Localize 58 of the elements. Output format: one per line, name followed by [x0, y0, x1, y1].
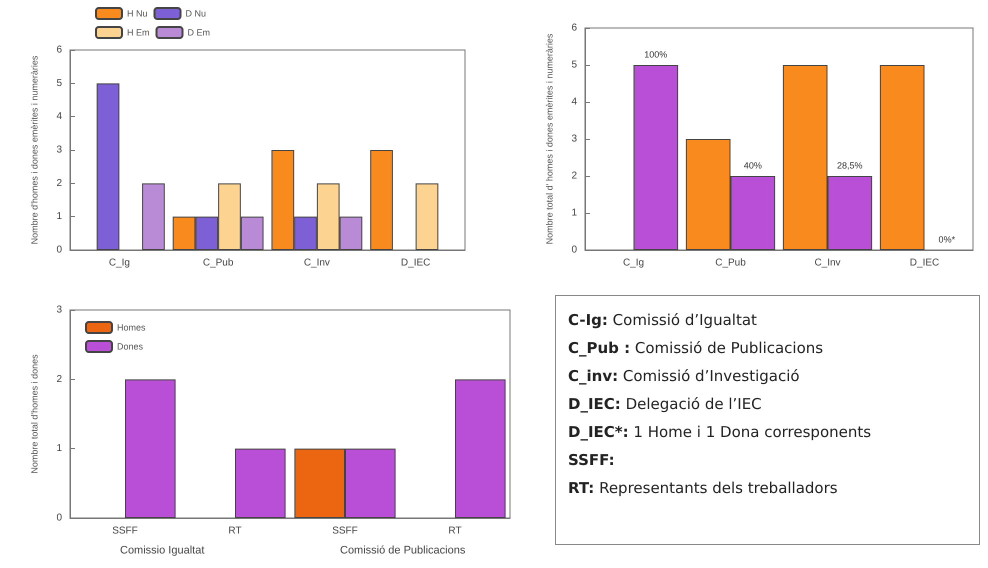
bar: [634, 65, 678, 250]
legend-label: H Nu: [127, 8, 148, 18]
bar: [370, 150, 393, 250]
y-tick-label: 0: [56, 244, 62, 256]
x-tick-label: SSFF: [332, 526, 358, 536]
x-tick-label: C_Pub: [202, 258, 234, 268]
x-tick-label: C_Pub: [715, 258, 746, 268]
y-tick-label: 6: [56, 44, 62, 56]
legend-label: D Nu: [186, 8, 206, 18]
x-tick-label: RT: [448, 526, 462, 536]
legend-label: Homes: [117, 322, 146, 332]
y-tick-label: 5: [571, 60, 578, 70]
y-tick-label: 2: [56, 374, 62, 385]
y-axis-title: Nombre total d' homes i dones emèrites i numeràries: [544, 33, 554, 244]
text: SSFF:: [568, 451, 615, 469]
x-tick-label: C_Inv: [304, 258, 330, 268]
y-tick-label: 2: [571, 170, 578, 182]
x-tick-label: D_IEC: [400, 258, 430, 268]
x-tick-label: D_IEC: [910, 258, 940, 268]
text: C_inv: Comissió d’Investigació: [568, 366, 801, 387]
y-tick-label: 3: [56, 304, 62, 316]
x-tick-label: RT: [228, 526, 242, 536]
text: D_IEC*: 1 Home i 1 Dona corresponents: [568, 422, 872, 443]
x-tick-label: C_Inv: [814, 258, 841, 268]
y-tick-label: 0: [56, 512, 62, 524]
y-axis-title: Nombre total d'homes i dones: [30, 354, 40, 474]
y-tick-label: 5: [56, 78, 62, 89]
x-tick-label: C_Ig: [622, 258, 644, 268]
y-tick-label: 4: [571, 96, 578, 108]
y-axis-title: Nombre d'homes i dones emèrites i numeràries: [30, 55, 40, 244]
legend-label: H Em: [127, 28, 150, 38]
x-tick-label: SSFF: [112, 526, 138, 536]
y-tick-label: 1: [571, 208, 578, 218]
y-tick-label: 1: [56, 443, 62, 454]
text: RT: Representants dels treballadors: [568, 478, 839, 499]
y-tick-label: 2: [56, 178, 62, 189]
y-tick-label: 3: [56, 144, 62, 156]
bar: [416, 183, 438, 250]
text: C_Pub : Comissió de Publicacions: [568, 338, 824, 359]
y-tick-label: 4: [56, 111, 62, 122]
text: D_IEC: Delegació de l’IEC: [568, 394, 763, 415]
text: Comissio Igualtat: [120, 544, 204, 556]
annotation: 40%: [744, 160, 762, 170]
x-tick-label: C_Ig: [108, 258, 130, 268]
annotation: 28,5%: [837, 160, 863, 170]
bar: [96, 83, 120, 250]
annotation: 100%: [644, 50, 668, 60]
y-tick-label: 1: [56, 211, 62, 222]
y-tick-label: 3: [571, 134, 578, 144]
bar: [142, 183, 165, 250]
y-tick-label: 0: [571, 244, 578, 256]
annotation: 0%*: [938, 234, 956, 244]
y-tick-label: 6: [571, 22, 578, 34]
text: Comissió de Publicacions: [340, 544, 466, 556]
legend-label: D Em: [188, 28, 210, 38]
text: C-Ig: Comissió d’Igualtat: [568, 310, 758, 331]
legend-label: Dones: [117, 342, 144, 352]
bar: [880, 65, 924, 250]
